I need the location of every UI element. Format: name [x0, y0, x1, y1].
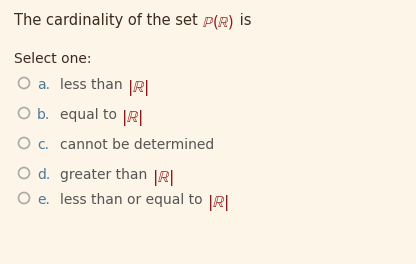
Text: $|\mathbb{R}|$: $|\mathbb{R}|$ — [121, 108, 143, 128]
Text: e.: e. — [37, 193, 50, 207]
Text: cannot be determined: cannot be determined — [60, 138, 214, 152]
Text: Select one:: Select one: — [14, 52, 92, 66]
Text: greater than: greater than — [60, 168, 151, 182]
Text: equal to: equal to — [60, 108, 121, 122]
Text: b.: b. — [37, 108, 50, 122]
Text: is: is — [235, 13, 251, 28]
Text: less than or equal to: less than or equal to — [60, 193, 207, 207]
Text: $|\mathbb{R}|$: $|\mathbb{R}|$ — [127, 78, 149, 98]
Text: $|\mathbb{R}|$: $|\mathbb{R}|$ — [207, 193, 229, 213]
Text: less than: less than — [60, 78, 127, 92]
Text: $|\mathbb{R}|$: $|\mathbb{R}|$ — [151, 168, 173, 188]
Text: $\mathbb{P}(\mathbb{R})$: $\mathbb{P}(\mathbb{R})$ — [202, 13, 235, 31]
Text: a.: a. — [37, 78, 50, 92]
Text: c.: c. — [37, 138, 49, 152]
Text: The cardinality of the set: The cardinality of the set — [14, 13, 202, 28]
Text: d.: d. — [37, 168, 50, 182]
